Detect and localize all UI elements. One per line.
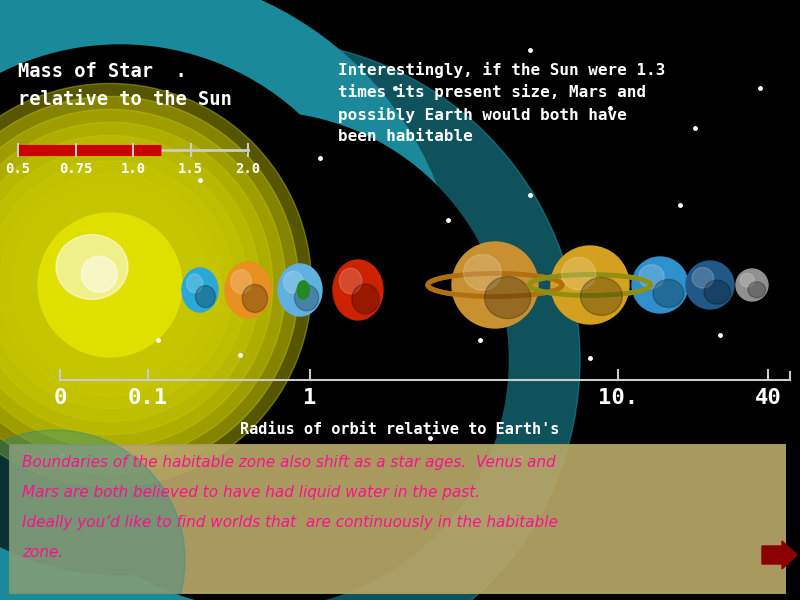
Ellipse shape	[182, 268, 218, 312]
Text: 10.: 10.	[598, 388, 638, 408]
Ellipse shape	[748, 282, 766, 298]
Text: zone.: zone.	[22, 545, 63, 560]
Circle shape	[0, 0, 460, 600]
Text: Boundaries of the habitable zone also shift as a star ages.  Venus and: Boundaries of the habitable zone also sh…	[22, 455, 556, 470]
Text: 0.75: 0.75	[58, 162, 92, 176]
Ellipse shape	[653, 280, 684, 307]
Ellipse shape	[294, 285, 318, 311]
Text: 1.0: 1.0	[121, 162, 146, 176]
Text: Mass of Star  .: Mass of Star .	[18, 62, 186, 81]
Text: Mars are both believed to have had liquid water in the past.: Mars are both believed to have had liqui…	[22, 485, 480, 500]
Ellipse shape	[453, 243, 537, 327]
Ellipse shape	[333, 260, 383, 320]
Ellipse shape	[283, 271, 303, 293]
Ellipse shape	[453, 243, 537, 327]
Text: relative to the Sun: relative to the Sun	[18, 90, 232, 109]
Ellipse shape	[552, 247, 628, 323]
Text: 1: 1	[303, 388, 317, 408]
Circle shape	[0, 135, 260, 435]
Text: 0.5: 0.5	[6, 162, 30, 176]
Ellipse shape	[463, 254, 502, 290]
Circle shape	[0, 109, 286, 461]
Ellipse shape	[632, 257, 688, 313]
Circle shape	[0, 430, 185, 600]
Circle shape	[0, 122, 273, 448]
Text: 1.5: 1.5	[178, 162, 203, 176]
Ellipse shape	[298, 281, 310, 299]
Ellipse shape	[736, 269, 768, 301]
Ellipse shape	[740, 274, 754, 287]
Text: Radius of orbit relative to Earth's: Radius of orbit relative to Earth's	[240, 422, 560, 437]
Circle shape	[0, 40, 580, 600]
Ellipse shape	[485, 277, 530, 319]
Ellipse shape	[686, 261, 734, 309]
Circle shape	[0, 83, 312, 487]
Ellipse shape	[704, 280, 730, 304]
Ellipse shape	[278, 264, 322, 316]
Text: Interestingly, if the Sun were 1.3
times its present size, Mars and
possibly Ear: Interestingly, if the Sun were 1.3 times…	[338, 62, 666, 144]
Ellipse shape	[82, 256, 118, 292]
Circle shape	[0, 174, 221, 396]
Ellipse shape	[562, 257, 596, 290]
Ellipse shape	[452, 242, 538, 328]
Bar	[10, 445, 785, 593]
Ellipse shape	[352, 284, 379, 314]
Ellipse shape	[463, 254, 502, 290]
Circle shape	[12, 187, 208, 383]
Ellipse shape	[195, 286, 215, 308]
Circle shape	[38, 213, 182, 357]
FancyArrow shape	[762, 541, 797, 569]
Circle shape	[0, 161, 234, 409]
Ellipse shape	[485, 277, 530, 319]
Ellipse shape	[242, 284, 267, 313]
Text: Ideally you’d like to find worlds that  are continuously in the habitable: Ideally you’d like to find worlds that a…	[22, 515, 558, 530]
Ellipse shape	[56, 235, 128, 299]
Ellipse shape	[639, 265, 664, 289]
Text: 2.0: 2.0	[235, 162, 261, 176]
Ellipse shape	[186, 274, 202, 293]
Ellipse shape	[225, 262, 271, 318]
Ellipse shape	[692, 268, 714, 288]
Circle shape	[0, 148, 246, 422]
Ellipse shape	[562, 257, 596, 290]
Ellipse shape	[339, 268, 362, 294]
Text: 40: 40	[754, 388, 782, 408]
Ellipse shape	[581, 277, 622, 316]
Circle shape	[12, 112, 508, 600]
Circle shape	[0, 45, 385, 575]
Ellipse shape	[552, 247, 628, 323]
Circle shape	[0, 97, 298, 473]
Ellipse shape	[551, 246, 629, 324]
Text: 0: 0	[54, 388, 66, 408]
Text: 0.1: 0.1	[128, 388, 168, 408]
Ellipse shape	[230, 270, 251, 293]
Ellipse shape	[581, 277, 622, 316]
